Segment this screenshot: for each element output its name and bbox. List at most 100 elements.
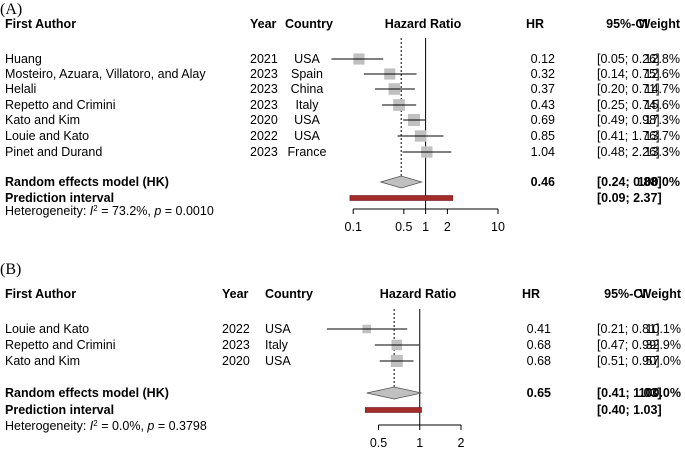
- panel-1-study-hr: 0.85: [531, 129, 555, 143]
- panel-2-study-year: 2022: [222, 322, 250, 336]
- panel-2-header-author: First Author: [5, 287, 76, 301]
- panel-1-study-weight: 13.7%: [645, 129, 680, 143]
- panel-1-study-country: China: [291, 82, 324, 96]
- panel-1-study-author: Louie and Kato: [5, 129, 89, 143]
- panel-1-study-hr: 0.37: [531, 82, 555, 96]
- panel-2-study-hr: 0.68: [527, 338, 551, 352]
- panel-1-study-author: Mosteiro, Azuara, Villatoro, and Alay: [5, 67, 206, 81]
- panel-1-study-weight: 12.6%: [645, 67, 680, 81]
- panel-1-study-country: France: [288, 145, 327, 159]
- panel-2-study-country: USA: [265, 322, 291, 336]
- panel-1-study-year: 2021: [250, 52, 278, 66]
- panel-1-heterogeneity-part-0: Heterogeneity:: [5, 204, 90, 218]
- panel-2-pooled-hr: 0.65: [527, 386, 551, 400]
- panel-1-study-author: Repetto and Crimini: [5, 98, 115, 112]
- panel-2-study-author: Repetto and Crimini: [5, 338, 115, 352]
- panel-2-pooled-weight: 100.0%: [639, 386, 681, 400]
- panel-1-heterogeneity-text: Heterogeneity: I2 = 73.2%, p = 0.0010: [5, 204, 214, 219]
- panel-1-study-author: Huang: [5, 52, 42, 66]
- panel-2-study-weight: 10.1%: [646, 322, 681, 336]
- panel-1-study-ci: [0.48; 2.26]: [597, 145, 660, 159]
- panel-1-study-country: USA: [294, 52, 320, 66]
- panel-1-x-tick-label: 1: [422, 220, 429, 234]
- panel-1-x-tick-label: 0.5: [395, 220, 412, 234]
- panel-2-heterogeneity-text: Heterogeneity: I2 = 0.0%, p = 0.3798: [5, 419, 207, 434]
- panel-1-header-year: Year: [250, 17, 277, 31]
- panel-2-header-plot: Hazard Ratio: [380, 287, 457, 301]
- panel-2-study-country: Italy: [265, 338, 289, 352]
- panel-2-study-ci: [0.21; 0.81]: [597, 322, 660, 336]
- panel-1-study-year: 2023: [250, 98, 278, 112]
- panel-1-study-hr: 0.43: [531, 98, 555, 112]
- panel-1-study-author: Helali: [5, 82, 36, 96]
- panel-2-x-tick-label: 1: [416, 436, 423, 450]
- panel-2-header-ci: 95%-CI: [604, 287, 646, 301]
- panel-1-x-tick-label: 0.1: [345, 220, 362, 234]
- panel-2-header-country: Country: [265, 287, 313, 301]
- panel-2-study-year: 2020: [222, 354, 250, 368]
- panel-1-prediction-ci: [0.09; 2.37]: [597, 191, 662, 205]
- panel-1-prediction-bar: [349, 195, 454, 201]
- panel-1-header-plot: Hazard Ratio: [385, 17, 462, 31]
- panel-1-heterogeneity-part-4: p: [153, 204, 161, 218]
- panel-1-pooled-weight: 100.0%: [638, 175, 680, 189]
- panel-2-study-author: Kato and Kim: [5, 354, 80, 368]
- panel-1-study-year: 2020: [250, 113, 278, 127]
- panel-1-heterogeneity-part-5: = 0.0010: [161, 204, 214, 218]
- panel-1-study-year: 2022: [250, 129, 278, 143]
- panel-1-study-ci: [0.41; 1.76]: [597, 129, 660, 143]
- panel-1-study-country: USA: [294, 129, 320, 143]
- panel-2-study-ci: [0.51; 0.90]: [597, 354, 660, 368]
- panel-2-x-tick-label: 2: [458, 436, 465, 450]
- panel-1-study-ci: [0.14; 0.75]: [597, 67, 660, 81]
- panel-2-study-author: Louie and Kato: [5, 322, 89, 336]
- panel-1-study-year: 2023: [250, 82, 278, 96]
- panel-2-pooled-diamond: [366, 386, 422, 400]
- panel-2-study-country: USA: [265, 354, 291, 368]
- panel-1-study-weight: 14.7%: [645, 82, 680, 96]
- panel-1-study-weight: 15.6%: [645, 98, 680, 112]
- panel-2-study-hr: 0.68: [527, 354, 551, 368]
- panel-2-study-weight: 57.0%: [646, 354, 681, 368]
- panel-2-study-ci: [0.47; 0.99]: [597, 338, 660, 352]
- panel-2-prediction-ci: [0.40; 1.03]: [597, 403, 662, 417]
- panel-1-study-ci: [0.20; 0.71]: [597, 82, 660, 96]
- panel-1-heterogeneity-part-1: I: [90, 204, 94, 218]
- panel-1-header-weight: Weight: [639, 17, 681, 31]
- panel-2-heterogeneity-part-4: p: [146, 419, 154, 433]
- panel-1-heterogeneity-part-2: 2: [93, 204, 98, 213]
- panel-1-prediction-label: Prediction interval: [5, 191, 114, 205]
- panel-1-study-country: Italy: [296, 98, 320, 112]
- panel-1-study-ci: [0.49; 0.98]: [597, 113, 660, 127]
- panel-1-study-hr: 0.12: [531, 52, 555, 66]
- panel-1-pooled-hr: 0.46: [531, 175, 555, 189]
- panel-2-pooled-ci: [0.41; 1.03]: [597, 386, 662, 400]
- panel-1-pooled-diamond: [379, 175, 424, 189]
- panel-2-heterogeneity-part-3: = 0.0%,: [98, 419, 148, 433]
- panel-1-label: (A): [0, 1, 22, 18]
- panel-2-label: (B): [0, 261, 21, 278]
- panel-1-study-weight: 17.3%: [645, 113, 680, 127]
- panel-1-study-author: Pinet and Durand: [5, 145, 102, 159]
- panel-1-pooled-label: Random effects model (HK): [5, 175, 169, 189]
- panel-1-study-country: Spain: [291, 67, 323, 81]
- panel-2-x-tick-label: 0.5: [370, 436, 387, 450]
- panel-1-study-weight: 13.3%: [645, 145, 680, 159]
- panel-1-study-ci: [0.25; 0.74]: [597, 98, 660, 112]
- panel-2-study-hr: 0.41: [527, 322, 551, 336]
- panel-2-prediction-label: Prediction interval: [5, 403, 114, 417]
- panel-1-study-ci: [0.05; 0.26]: [597, 52, 660, 66]
- panel-2-header-hr: HR: [522, 287, 540, 301]
- panel-1-x-tick-label: 2: [444, 220, 451, 234]
- panel-1-header-hr: HR: [526, 17, 544, 31]
- panel-2-prediction-bar: [364, 407, 422, 413]
- panel-2-study-year: 2023: [222, 338, 250, 352]
- panel-1-study-hr: 1.04: [531, 145, 555, 159]
- panel-1-header-author: First Author: [5, 17, 76, 31]
- panel-1-study-weight: 12.8%: [645, 52, 680, 66]
- panel-1-header-country: Country: [285, 17, 333, 31]
- panel-2-pooled-label: Random effects model (HK): [5, 386, 169, 400]
- panel-2-heterogeneity-part-5: = 0.3798: [154, 419, 207, 433]
- panel-2-heterogeneity-part-2: 2: [93, 419, 98, 428]
- panel-1-header-ci: 95%-CI: [606, 17, 648, 31]
